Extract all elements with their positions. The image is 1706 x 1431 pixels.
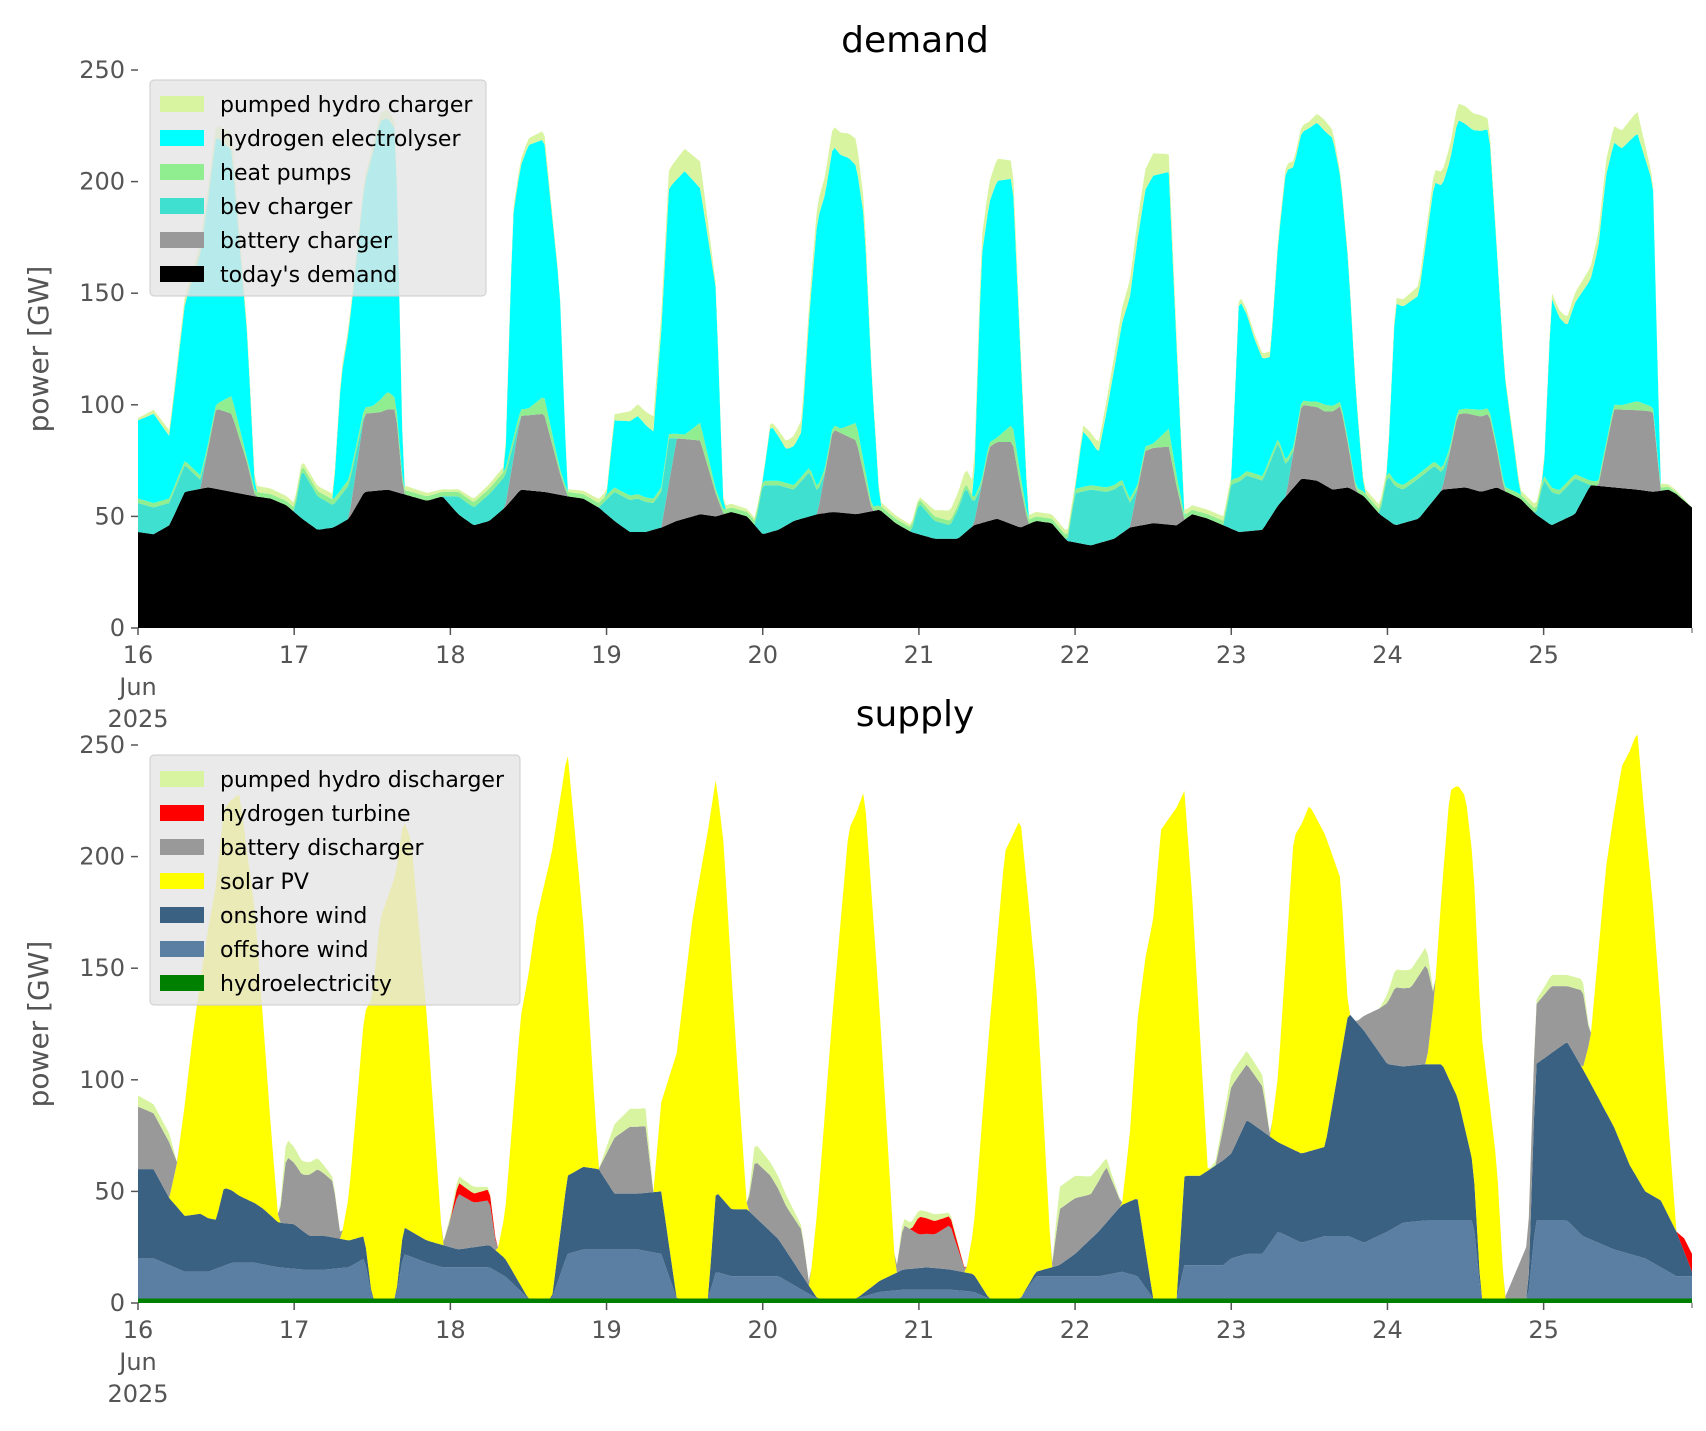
legend-label: pumped hydro charger: [220, 93, 473, 118]
legend-swatch: [160, 907, 204, 923]
legend-label: bev charger: [220, 195, 353, 220]
legend-label: hydroelectricity: [220, 972, 392, 997]
y-tick-label: 0: [110, 1289, 125, 1317]
area-hydroelectricity: [138, 1298, 1692, 1303]
stacked-areas: [138, 103, 1692, 628]
y-tick-label: 200: [79, 843, 125, 871]
supply-chart: 0 50 100 150 200 250 16 Jun 2025 17 18 19 20 21 22 23 24…: [22, 694, 1693, 1408]
x-tick-sublabel: 2025: [107, 1380, 168, 1408]
x-tick-label: 21: [904, 641, 935, 669]
x-tick-label: 19: [591, 641, 622, 669]
y-tick-label: 50: [94, 502, 125, 530]
stacked-areas: [138, 734, 1692, 1303]
x-tick-label: 22: [1060, 1316, 1091, 1344]
x-tick-label: 22: [1060, 641, 1091, 669]
area-today-s-demand: [138, 478, 1692, 628]
y-axis-label: power [GW]: [22, 266, 55, 433]
legend-label: heat pumps: [220, 161, 351, 186]
x-tick-label: 18: [435, 1316, 466, 1344]
y-tick-label: 0: [110, 614, 125, 642]
y-tick-label: 50: [94, 1177, 125, 1205]
y-tick-label: 250: [79, 731, 125, 759]
legend-swatch: [160, 164, 204, 180]
axes: 0 50 100 150 200 250 16 Jun 2025 17 18 19 20 21 22 23 24…: [22, 731, 1693, 1408]
x-tick-label: 25: [1528, 1316, 1559, 1344]
area-offshore-wind: [138, 1220, 1692, 1299]
legend-frame: [149, 754, 521, 1006]
legend-frame: [149, 79, 487, 297]
legend-swatch: [160, 232, 204, 248]
legend-swatch: [160, 805, 204, 821]
x-tick-label: 16: [123, 641, 154, 669]
area-battery-discharger: [138, 734, 1692, 1299]
legend-swatch: [160, 975, 204, 991]
y-tick-label: 150: [79, 954, 125, 982]
y-tick-label: 250: [79, 56, 125, 84]
legend-label: solar PV: [220, 870, 309, 895]
legend-label: today's demand: [220, 263, 397, 288]
x-tick-label: 20: [747, 641, 778, 669]
x-tick-sublabel: 2025: [107, 705, 168, 733]
legend-label: offshore wind: [220, 938, 369, 963]
x-tick-label: 18: [435, 641, 466, 669]
legend-label: pumped hydro discharger: [220, 768, 505, 793]
x-tick-sublabel: Jun: [117, 673, 157, 701]
y-axis-label: power [GW]: [22, 941, 55, 1108]
legend: pumped hydro discharger hydrogen turbine b…: [149, 754, 521, 1006]
x-tick-label: 23: [1216, 1316, 1247, 1344]
y-tick-label: 100: [79, 1066, 125, 1094]
legend-swatch: [160, 96, 204, 112]
legend-swatch: [160, 941, 204, 957]
x-tick-label: 24: [1372, 641, 1403, 669]
x-tick-label: 17: [279, 641, 310, 669]
area-solar-pv: [138, 734, 1692, 1299]
legend-swatch: [160, 771, 204, 787]
legend-label: onshore wind: [220, 904, 367, 929]
chart-title: demand: [841, 20, 989, 61]
x-tick-label: 24: [1372, 1316, 1403, 1344]
chart-title: supply: [856, 694, 975, 735]
area-onshore-wind: [138, 1014, 1692, 1299]
area-hydrogen-electrolyser: [138, 118, 1692, 535]
axes: 0 50 100 150 200 250 16 Jun 2025 17 18 19 20 21 22 23 24…: [22, 56, 1693, 733]
y-tick-label: 200: [79, 168, 125, 196]
x-tick-label: 20: [747, 1316, 778, 1344]
y-tick-label: 100: [79, 391, 125, 419]
x-tick-label: 19: [591, 1316, 622, 1344]
legend-label: hydrogen turbine: [220, 802, 411, 827]
legend-label: hydrogen electrolyser: [220, 127, 461, 152]
x-tick-label: 23: [1216, 641, 1247, 669]
x-tick-label: 21: [904, 1316, 935, 1344]
legend-swatch: [160, 130, 204, 146]
legend-label: battery discharger: [220, 836, 425, 861]
legend-label: battery charger: [220, 229, 393, 254]
y-tick-label: 150: [79, 279, 125, 307]
legend-swatch: [160, 198, 204, 214]
legend-swatch: [160, 839, 204, 855]
demand-chart: 0 50 100 150 200 250 16 Jun 2025 17 18 19 20 21 22 23 24…: [22, 20, 1693, 733]
x-tick-label: 25: [1528, 641, 1559, 669]
x-tick-label: 17: [279, 1316, 310, 1344]
legend-swatch: [160, 266, 204, 282]
legend: pumped hydro charger hydrogen electrolyse…: [149, 79, 487, 297]
x-tick-label: 16: [123, 1316, 154, 1344]
legend-swatch: [160, 873, 204, 889]
area-battery-charger: [138, 405, 1692, 546]
x-tick-sublabel: Jun: [117, 1348, 157, 1376]
